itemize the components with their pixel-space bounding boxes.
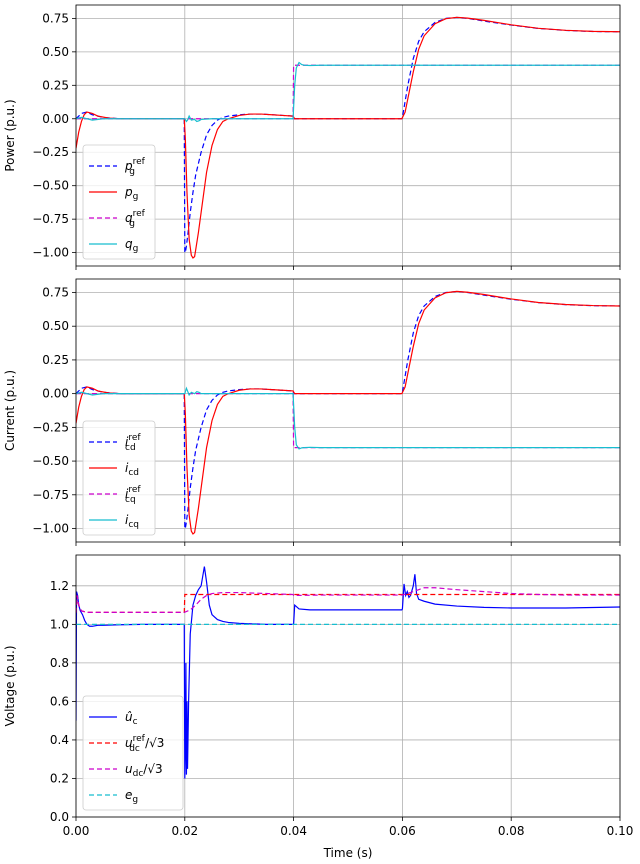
y-tick-label: −0.75 xyxy=(32,212,69,226)
y-tick-label: 1.0 xyxy=(50,617,69,631)
legend-frame xyxy=(82,144,156,260)
legend-entry-label: iref cd xyxy=(125,433,141,453)
legend: ûc uref dc/√3 udc/√3 eg xyxy=(82,695,184,811)
y-tick-label: 0.75 xyxy=(42,285,69,299)
y-tick-label: 1.2 xyxy=(50,579,69,593)
y-tick-label: 0.50 xyxy=(42,319,69,333)
y-tick-label: −0.25 xyxy=(32,145,69,159)
legend-entry-label: eg xyxy=(125,788,138,805)
axes-frame xyxy=(75,278,621,543)
y-tick-label: −0.50 xyxy=(32,454,69,468)
y-tick-label: 0.4 xyxy=(50,733,69,747)
y-axis-label: Power (p.u.) xyxy=(3,99,17,171)
legend: pref g pg qref g qg xyxy=(82,144,156,260)
chart-panel-1: −1.00 −0.75 −0.50 −0.25 0.00 0.25 0.50 0.75 Curr… xyxy=(3,278,621,546)
series-line-i_cd^ref xyxy=(76,290,620,530)
series-line-i_cq xyxy=(76,386,620,450)
y-tick-label: 0.25 xyxy=(42,78,69,92)
y-tick-label: −0.50 xyxy=(32,179,69,193)
y-axis-label: Voltage (p.u.) xyxy=(3,645,17,726)
y-tick-label: 0.2 xyxy=(50,771,69,785)
series-line-q_g^ref xyxy=(76,64,620,120)
legend: iref cd icd iref cq icq xyxy=(82,420,156,536)
y-tick-label: −0.75 xyxy=(32,488,69,502)
legend-entry-label: pref g xyxy=(124,157,146,177)
series-line-u_dc/√3 xyxy=(76,587,620,614)
legend-frame xyxy=(82,420,156,536)
legend-entry-label: icd xyxy=(125,461,139,478)
legend-entry-label: iref cq xyxy=(125,485,141,505)
y-tick-label: 0.00 xyxy=(42,112,69,126)
x-tick-label: 0.02 xyxy=(171,824,198,838)
y-tick-label: 0.8 xyxy=(50,656,69,670)
legend-entry-label: ûc xyxy=(125,710,138,727)
y-tick-label: 0.0 xyxy=(50,810,69,824)
series-line-û_c xyxy=(76,566,620,779)
series-line-i_cq^ref xyxy=(76,393,620,449)
legend-entry-label: udc/√3 xyxy=(125,762,163,779)
x-tick-label: 0.10 xyxy=(607,824,634,838)
y-tick-label: −1.00 xyxy=(32,522,69,536)
x-tick-label: 0.08 xyxy=(498,824,525,838)
series-line-i_cd xyxy=(76,290,620,535)
y-axis-label: Current (p.u.) xyxy=(3,370,17,451)
y-tick-label: 0.6 xyxy=(50,694,69,708)
axes-frame xyxy=(75,4,621,267)
y-tick-label: −0.25 xyxy=(32,420,69,434)
x-tick-label: 0.06 xyxy=(389,824,416,838)
series-line-q_g xyxy=(76,61,620,123)
y-tick-label: 0.50 xyxy=(42,45,69,59)
series-line-p_g^ref xyxy=(76,16,620,254)
series-line-p_g xyxy=(76,16,620,259)
chart-panel-0: −1.00 −0.75 −0.50 −0.25 0.00 0.25 0.50 0.75 Powe… xyxy=(3,4,621,270)
legend-entry-label: qg xyxy=(125,237,138,254)
legend-entry-label: pg xyxy=(124,185,138,202)
x-tick-label: 0.00 xyxy=(63,824,90,838)
legend-entry-label: qref g xyxy=(125,209,146,229)
y-tick-label: 0.00 xyxy=(42,387,69,401)
legend-entry-label: icq xyxy=(125,513,139,530)
x-axis-label: Time (s) xyxy=(323,846,373,860)
legend-entry-label: uref dc/√3 xyxy=(125,734,164,754)
y-tick-label: −1.00 xyxy=(32,246,69,260)
legend-frame xyxy=(82,695,184,811)
axes-frame xyxy=(75,554,621,818)
x-tick-label: 0.04 xyxy=(280,824,307,838)
chart-panel-2: 0.00 0.02 0.04 0.06 0.08 0.10 0.0 0.2 0.4 0.6 0.8 1… xyxy=(3,554,634,860)
y-tick-label: 0.75 xyxy=(42,11,69,25)
y-tick-label: 0.25 xyxy=(42,353,69,367)
